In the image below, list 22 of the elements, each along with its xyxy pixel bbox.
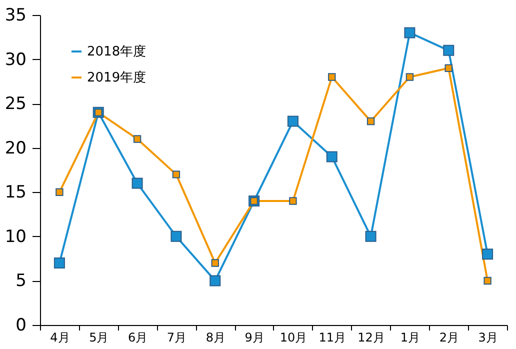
y-tick-label: 5: [16, 271, 26, 292]
x-tick-label: 11月: [318, 330, 346, 344]
x-tick-label: 3月: [478, 330, 498, 344]
x-tick-label: 6月: [128, 330, 148, 344]
y-tick-label: 0: [16, 316, 26, 336]
x-tick-label: 12月: [358, 330, 385, 344]
y-tick-label: 10: [4, 226, 26, 247]
x-tick-label: 4月: [50, 330, 70, 344]
y-tick-label: 20: [4, 138, 26, 158]
x-tick-label: 8月: [206, 330, 226, 344]
x-tick-label: 9月: [244, 330, 264, 344]
legend-label: 2019年度: [87, 70, 146, 86]
y-tick-label: 15: [4, 182, 26, 203]
x-tick-label: 2月: [439, 330, 459, 344]
legend-label: 2018年度: [87, 44, 146, 60]
y-tick-label: 30: [4, 50, 26, 70]
x-tick-label: 5月: [89, 330, 109, 344]
x-tick-label: 1月: [400, 330, 420, 344]
y-tick-label: 25: [4, 94, 26, 114]
x-tick-label: 10月: [280, 330, 308, 344]
x-tick-label: 7月: [166, 330, 187, 344]
y-tick-label: 35: [4, 6, 26, 26]
